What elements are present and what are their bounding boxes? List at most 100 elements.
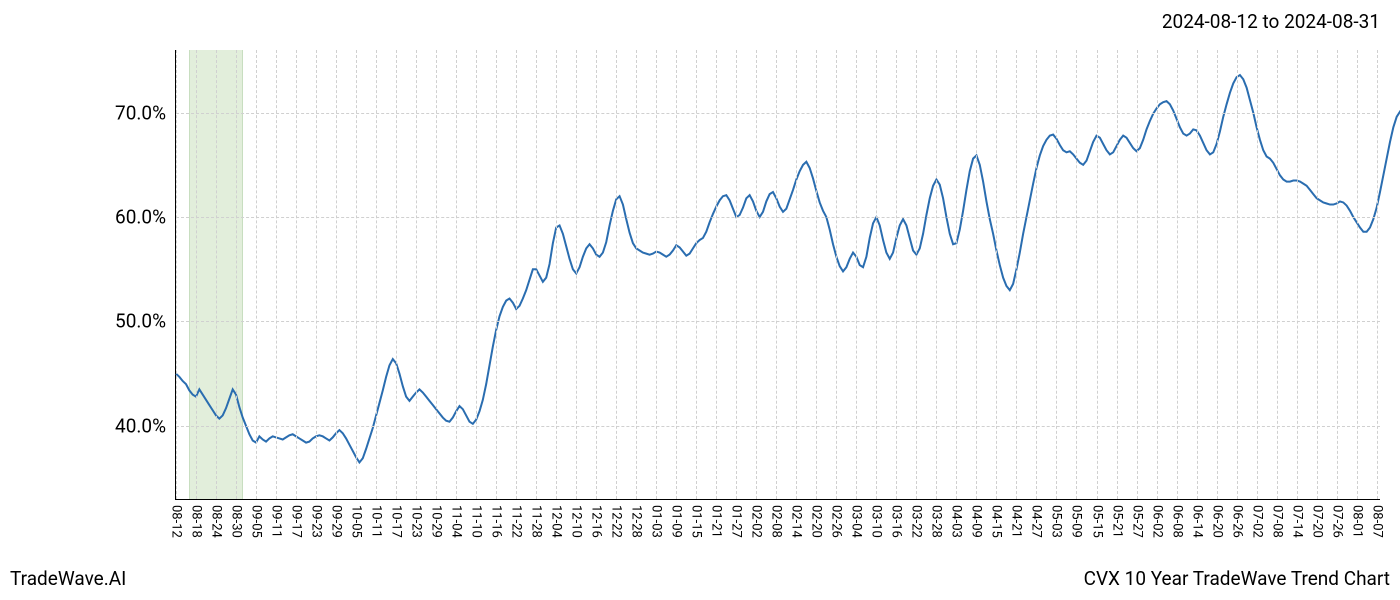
x-tick-label: 09-11	[269, 505, 284, 538]
v-gridline	[1076, 50, 1077, 499]
x-tick-label: 02-26	[829, 505, 844, 538]
v-gridline	[836, 50, 837, 499]
x-tick-label: 08-07	[1369, 505, 1384, 538]
v-gridline	[876, 50, 877, 499]
x-tick-label: 11-22	[509, 505, 524, 538]
v-gridline	[396, 50, 397, 499]
v-gridline	[316, 50, 317, 499]
v-gridline	[1317, 50, 1318, 499]
v-gridline	[176, 50, 177, 499]
watermark-left: TradeWave.AI	[10, 567, 126, 590]
x-tick-label: 10-23	[409, 505, 424, 538]
v-gridline	[216, 50, 217, 499]
v-gridline	[1357, 50, 1358, 499]
x-tick-label: 03-16	[889, 505, 904, 538]
v-gridline	[1217, 50, 1218, 499]
v-gridline	[536, 50, 537, 499]
x-tick-label: 01-09	[669, 505, 684, 538]
v-gridline	[256, 50, 257, 499]
v-gridline	[296, 50, 297, 499]
x-tick-label: 12-16	[589, 505, 604, 538]
x-tick-label: 04-09	[969, 505, 984, 538]
v-gridline	[436, 50, 437, 499]
x-tick-label: 02-20	[809, 505, 824, 538]
x-tick-label: 08-30	[229, 505, 244, 538]
v-gridline	[196, 50, 197, 499]
x-tick-label: 09-23	[309, 505, 324, 538]
v-gridline	[816, 50, 817, 499]
v-gridline	[1056, 50, 1057, 499]
x-tick-label: 08-18	[189, 505, 204, 538]
v-gridline	[276, 50, 277, 499]
x-tick-label: 11-28	[529, 505, 544, 538]
x-tick-label: 12-10	[569, 505, 584, 538]
v-gridline	[1137, 50, 1138, 499]
v-gridline	[556, 50, 557, 499]
v-gridline	[776, 50, 777, 499]
v-gridline	[496, 50, 497, 499]
v-gridline	[656, 50, 657, 499]
v-gridline	[1237, 50, 1238, 499]
x-tick-label: 02-08	[769, 505, 784, 538]
x-tick-label: 08-01	[1349, 505, 1364, 538]
x-tick-label: 05-15	[1089, 505, 1104, 538]
x-tick-label: 06-02	[1149, 505, 1164, 538]
v-gridline	[636, 50, 637, 499]
v-gridline	[716, 50, 717, 499]
v-gridline	[1337, 50, 1338, 499]
x-tick-label: 08-24	[209, 505, 224, 538]
v-gridline	[616, 50, 617, 499]
date-range-label: 2024-08-12 to 2024-08-31	[1162, 10, 1380, 33]
y-tick-label: 60.0%	[115, 206, 166, 229]
trend-chart: 40.0%50.0%60.0%70.0%08-1208-1808-2408-30…	[175, 50, 1380, 500]
v-gridline	[956, 50, 957, 499]
v-gridline	[336, 50, 337, 499]
x-tick-label: 03-10	[869, 505, 884, 538]
v-gridline	[856, 50, 857, 499]
x-tick-label: 07-14	[1289, 505, 1304, 538]
v-gridline	[1117, 50, 1118, 499]
x-tick-label: 07-26	[1329, 505, 1344, 538]
v-gridline	[1377, 50, 1378, 499]
v-gridline	[1257, 50, 1258, 499]
v-gridline	[596, 50, 597, 499]
x-tick-label: 09-29	[329, 505, 344, 538]
x-tick-label: 04-27	[1029, 505, 1044, 538]
x-tick-label: 10-05	[349, 505, 364, 538]
x-tick-label: 01-21	[709, 505, 724, 538]
x-tick-label: 03-28	[929, 505, 944, 538]
x-tick-label: 02-14	[789, 505, 804, 538]
x-tick-label: 12-28	[629, 505, 644, 538]
v-gridline	[1197, 50, 1198, 499]
v-gridline	[976, 50, 977, 499]
x-tick-label: 04-03	[949, 505, 964, 538]
v-gridline	[756, 50, 757, 499]
x-tick-label: 07-20	[1309, 505, 1324, 538]
x-tick-label: 10-17	[389, 505, 404, 538]
v-gridline	[676, 50, 677, 499]
v-gridline	[936, 50, 937, 499]
v-gridline	[996, 50, 997, 499]
x-tick-label: 03-22	[909, 505, 924, 538]
x-tick-label: 12-22	[609, 505, 624, 538]
v-gridline	[1297, 50, 1298, 499]
x-tick-label: 04-15	[989, 505, 1004, 538]
v-gridline	[1097, 50, 1098, 499]
v-gridline	[576, 50, 577, 499]
x-tick-label: 01-27	[729, 505, 744, 538]
v-gridline	[236, 50, 237, 499]
v-gridline	[516, 50, 517, 499]
x-tick-label: 05-09	[1069, 505, 1084, 538]
v-gridline	[1016, 50, 1017, 499]
x-tick-label: 12-04	[549, 505, 564, 538]
v-gridline	[796, 50, 797, 499]
x-tick-label: 06-20	[1209, 505, 1224, 538]
x-tick-label: 05-27	[1129, 505, 1144, 538]
y-tick-label: 70.0%	[115, 101, 166, 124]
x-tick-label: 11-10	[469, 505, 484, 538]
x-tick-label: 05-03	[1049, 505, 1064, 538]
x-tick-label: 10-11	[369, 505, 384, 538]
x-tick-label: 06-14	[1189, 505, 1204, 538]
x-tick-label: 11-04	[449, 505, 464, 538]
v-gridline	[1277, 50, 1278, 499]
